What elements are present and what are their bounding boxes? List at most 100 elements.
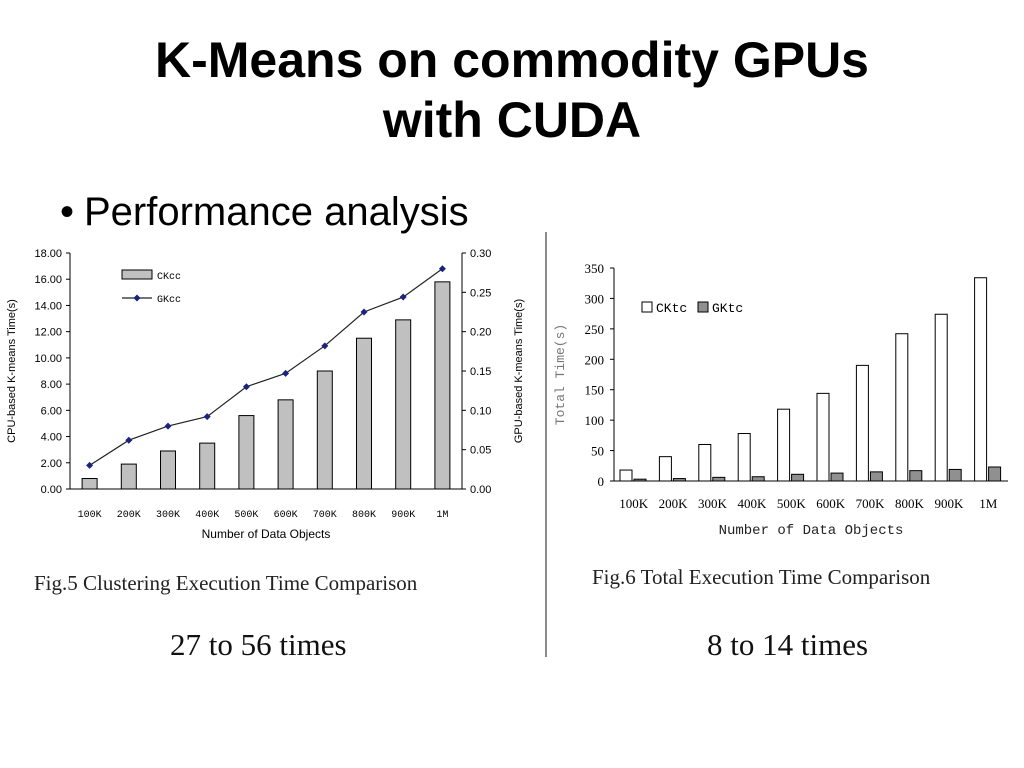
- left-y-tick-label: 8.00: [41, 379, 62, 391]
- gkcc-line: [89, 268, 443, 466]
- x-tick-label: 200K: [117, 510, 141, 521]
- gktc-bar: [909, 470, 923, 482]
- y-tick-label: 200: [585, 352, 605, 367]
- gktc-bar: [672, 478, 686, 482]
- gktc-bar: [948, 468, 962, 482]
- y-tick-label: 350: [585, 261, 605, 276]
- right-y-tick-label: 0.05: [470, 445, 491, 457]
- bullet-text: Performance analysis: [84, 190, 469, 234]
- y-axis-title: Total Time(s): [553, 324, 568, 425]
- cktc-bar: [619, 469, 633, 482]
- legend-cktc-swatch: [641, 301, 653, 313]
- x-tick-label: 700K: [856, 496, 886, 511]
- gkcc-point: [203, 413, 211, 421]
- right-y-tick-label: 0.10: [470, 405, 491, 417]
- left-y-tick-label: 14.00: [34, 300, 62, 312]
- x-tick-label: 300K: [156, 510, 180, 521]
- left-y-tick-label: 4.00: [41, 432, 62, 444]
- y-tick-label: 300: [585, 291, 605, 306]
- figure-divider: [545, 232, 547, 657]
- gkcc-point: [125, 436, 133, 444]
- ckcc-bar: [238, 415, 255, 490]
- x-tick-label: 500K: [234, 510, 258, 521]
- gkcc-point: [164, 422, 172, 430]
- left-y-tick-label: 2.00: [41, 458, 62, 470]
- x-axis-title: Number of Data Objects: [202, 527, 331, 541]
- y-tick-label: 250: [585, 322, 605, 337]
- ckcc-bar: [316, 370, 333, 490]
- x-tick-label: 800K: [895, 496, 925, 511]
- bullet-marker: •: [60, 190, 75, 234]
- y-tick-label: 100: [585, 413, 605, 428]
- right-y-tick-label: 0.15: [470, 366, 491, 378]
- ckcc-bar: [81, 478, 98, 490]
- left-y-tick-label: 16.00: [34, 274, 62, 286]
- gktc-bar: [712, 476, 726, 482]
- right-y-tick-label: 0.25: [470, 287, 491, 299]
- bullet-item: • Performance analysis: [60, 188, 469, 236]
- cktc-bar: [737, 433, 751, 482]
- left-y-tick-label: 0.00: [41, 484, 62, 496]
- gktc-bar: [830, 472, 844, 482]
- fig5-caption: Fig.5 Clustering Execution Time Comparis…: [34, 571, 418, 595]
- x-axis-title: Number of Data Objects: [719, 523, 904, 539]
- x-tick-label: 400K: [737, 496, 767, 511]
- legend-gktc-swatch: [697, 301, 709, 313]
- gktc-bar: [988, 466, 1002, 482]
- y-tick-label: 150: [585, 383, 605, 398]
- cktc-bar: [658, 456, 672, 482]
- cktc-bar: [855, 364, 869, 482]
- ckcc-bar: [395, 319, 412, 490]
- legend-gkcc-label: GKcc: [157, 295, 181, 306]
- x-tick-label: 100K: [619, 496, 649, 511]
- slide-title: K-Means on commodity GPUs with CUDA: [0, 30, 1024, 150]
- x-tick-label: 400K: [195, 510, 219, 521]
- cktc-bar: [934, 313, 948, 482]
- ckcc-bar: [356, 337, 372, 490]
- slide-title-line-1: K-Means on commodity GPUs: [155, 32, 869, 88]
- x-tick-label: 900K: [934, 496, 964, 511]
- legend-ckcc-label: CKcc: [157, 272, 181, 283]
- clustering-time-chart: 0.00 2.00 4.00 6.00 8.00 10.00 12.00 14.00 16.00…: [6, 248, 525, 541]
- x-tick-label: 600K: [816, 496, 846, 511]
- fig6-caption: Fig.6 Total Execution Time Comparison: [592, 565, 931, 589]
- x-tick-label: 100K: [78, 510, 102, 521]
- ckcc-bar: [199, 442, 216, 490]
- x-tick-label: 900K: [391, 510, 415, 521]
- slide-title-line-2: with CUDA: [382, 92, 642, 148]
- x-tick-label: 1M: [979, 496, 998, 511]
- fig5-speedup-text: 27 to 56 times: [170, 627, 347, 662]
- gkcc-point: [242, 383, 250, 391]
- y-tick-label: 0: [598, 474, 605, 489]
- cktc-bar: [777, 408, 791, 482]
- ckcc-bar: [120, 463, 137, 490]
- gktc-bar: [751, 476, 765, 482]
- cktc-bar: [698, 443, 712, 482]
- right-y-tick-label: 0.00: [470, 484, 491, 496]
- right-y-axis-title: GPU-based K-means Time(s): [513, 299, 525, 443]
- right-y-tick-label: 0.20: [470, 327, 491, 339]
- left-y-tick-label: 10.00: [34, 353, 62, 365]
- ckcc-bar: [160, 450, 176, 490]
- cktc-bar: [895, 333, 909, 482]
- ckcc-bar: [277, 399, 294, 490]
- x-tick-label: 500K: [777, 496, 807, 511]
- left-y-axis-title: CPU-based K-means Time(s): [6, 299, 18, 443]
- fig6-speedup-text: 8 to 14 times: [707, 627, 869, 662]
- y-tick-label: 50: [591, 444, 604, 459]
- gkcc-point: [399, 293, 407, 301]
- legend-ckcc-swatch: [121, 269, 153, 280]
- ckcc-bar: [434, 281, 451, 490]
- cktc-bar: [974, 277, 988, 482]
- gkcc-point: [438, 265, 446, 273]
- gktc-bar: [791, 473, 805, 482]
- left-y-tick-label: 6.00: [41, 405, 62, 417]
- gktc-bar: [633, 478, 647, 482]
- x-tick-label: 1M: [436, 510, 448, 521]
- legend-gkcc-marker: [133, 294, 141, 302]
- legend-cktc-label: CKtc: [656, 301, 687, 316]
- x-tick-label: 300K: [698, 496, 728, 511]
- x-tick-label: 800K: [352, 510, 376, 521]
- gkcc-point: [282, 369, 290, 377]
- x-tick-label: 600K: [274, 510, 298, 521]
